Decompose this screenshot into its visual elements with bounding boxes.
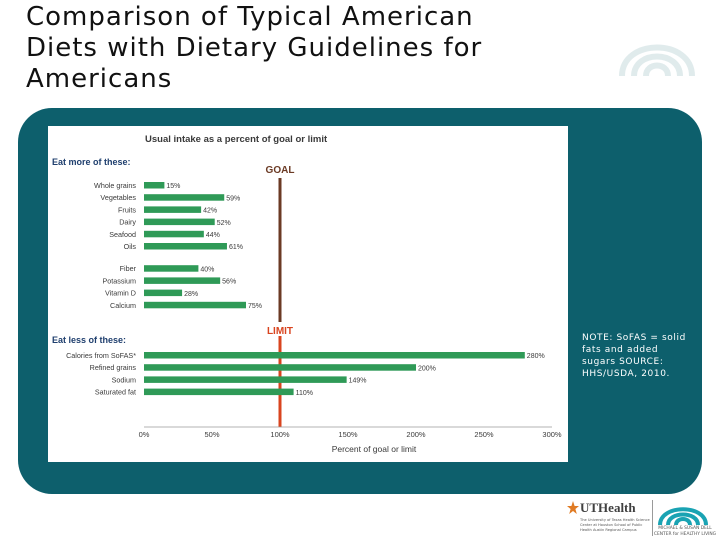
x-tick-label: 150% <box>338 430 358 439</box>
category-label: Oils <box>124 242 137 251</box>
source-note: NOTE: SoFAS = solid fats and added sugar… <box>582 333 686 379</box>
x-tick-label: 300% <box>542 430 562 439</box>
data-label: 56% <box>222 279 236 286</box>
category-label: Vitamin D <box>105 289 136 298</box>
limit-label: LIMIT <box>267 326 293 337</box>
category-label: Seafood <box>109 230 136 239</box>
category-label: Saturated fat <box>95 388 136 397</box>
category-label: Fruits <box>118 205 136 214</box>
goal-label: GOAL <box>266 165 295 176</box>
category-label: Sodium <box>112 375 136 384</box>
bar <box>144 194 225 201</box>
uthealth-logo: UTHealth The University of Texas Health … <box>566 498 653 540</box>
data-label: 149% <box>349 378 367 385</box>
category-label: Fiber <box>120 264 137 273</box>
bar <box>144 388 294 396</box>
category-label: Calories from SoFAS* <box>66 351 136 360</box>
data-label: 15% <box>166 183 180 190</box>
dell-center-logo: MICHAEL & SUSAN DELL CENTER for HEALTHY … <box>648 500 718 540</box>
category-label: Calcium <box>110 301 136 310</box>
data-label: 40% <box>200 266 214 273</box>
category-label: Refined grains <box>90 363 137 372</box>
bar <box>144 352 525 359</box>
group-label: Eat more of these: <box>52 157 131 167</box>
bar <box>144 218 215 226</box>
bar <box>144 206 202 213</box>
x-axis-label: Percent of goal or limit <box>332 444 417 454</box>
data-label: 42% <box>203 208 217 215</box>
ut-star-icon <box>567 501 579 514</box>
group-label: Eat less of these: <box>52 335 126 345</box>
bar <box>144 364 416 371</box>
chart-title: Usual intake as a percent of goal or lim… <box>145 134 328 145</box>
bar <box>144 301 246 309</box>
data-label: 200% <box>418 365 436 372</box>
bar <box>144 289 183 297</box>
category-label: Vegetables <box>100 193 136 202</box>
x-tick-label: 200% <box>406 430 426 439</box>
chart-card: Usual intake as a percent of goal or lim… <box>48 126 568 462</box>
data-label: 59% <box>226 195 240 202</box>
slide-title: Comparison of Typical American Diets wit… <box>26 2 483 94</box>
category-label: Dairy <box>119 218 136 227</box>
chart-panel: Usual intake as a percent of goal or lim… <box>18 108 702 494</box>
bar <box>144 182 165 189</box>
data-label: 280% <box>527 353 545 360</box>
bar <box>144 230 204 238</box>
watermark-icon <box>619 44 695 77</box>
dell-arcs-icon <box>658 507 708 526</box>
category-label: Potassium <box>102 276 136 285</box>
x-tick-label: 100% <box>270 430 290 439</box>
intake-bar-chart: Usual intake as a percent of goal or lim… <box>52 134 562 454</box>
category-label: Whole grains <box>94 181 136 190</box>
data-label: 110% <box>296 390 313 397</box>
x-tick-label: 0% <box>139 430 150 439</box>
data-label: 75% <box>248 303 262 310</box>
bar <box>144 243 227 250</box>
dell-caption: MICHAEL & SUSAN DELL CENTER for HEALTHY … <box>653 526 717 537</box>
x-tick-label: 50% <box>204 430 219 439</box>
bar <box>144 376 347 383</box>
data-label: 44% <box>206 232 220 239</box>
data-label: 52% <box>217 220 231 227</box>
x-tick-label: 250% <box>474 430 494 439</box>
uthealth-name: UTHealth <box>580 500 636 515</box>
bar <box>144 265 199 272</box>
logo-divider <box>652 500 653 536</box>
bar <box>144 277 221 284</box>
data-label: 61% <box>229 244 243 251</box>
uthealth-subtitle: The University of Texas Health Science C… <box>580 518 650 532</box>
data-label: 28% <box>184 291 198 298</box>
